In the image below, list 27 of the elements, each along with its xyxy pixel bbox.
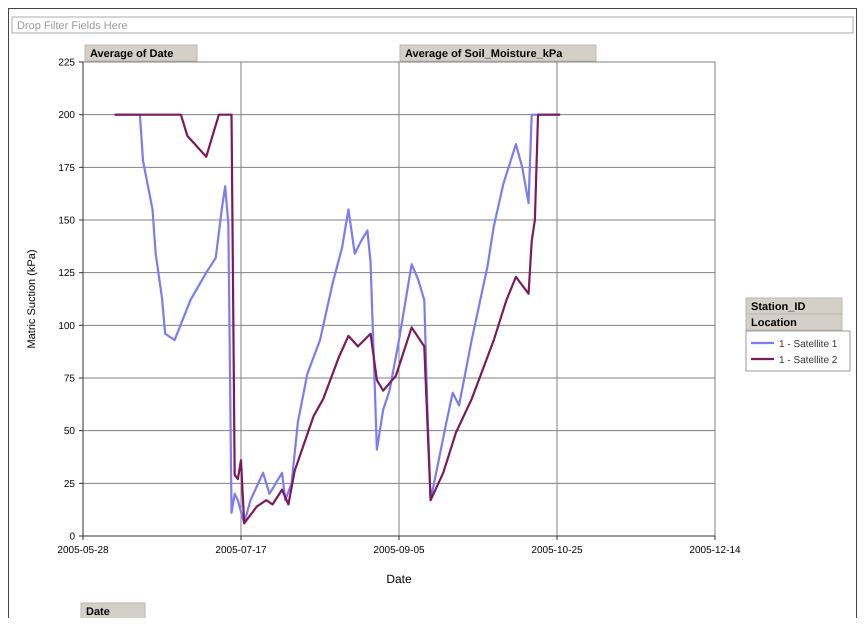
x-tick-label: 2005-05-28: [57, 545, 110, 556]
y-tick-label: 150: [58, 216, 76, 226]
legend-label: 1 - Satellite 2: [779, 355, 838, 366]
y-tick-label: 25: [64, 478, 76, 490]
y-axis-title: Matric Suction (kPa): [26, 249, 38, 349]
y-tick-label: 125: [58, 268, 76, 280]
legend-label: 1 - Satellite 1: [779, 339, 838, 350]
y-tick-label: 100: [58, 320, 76, 332]
y-tick-label: 0: [69, 532, 76, 542]
field-button: Average of Soil_Moisture_kPa: [400, 44, 596, 62]
filter-field-box: Drop Filter Fields Here: [12, 16, 854, 34]
y-tick-label: 50: [64, 426, 76, 438]
field-button: Date: [80, 602, 146, 618]
x-tick-label: 2005-07-17: [215, 545, 268, 556]
field-button: Average of Date: [84, 44, 198, 62]
line-series: [114, 114, 562, 524]
field-button: Station_ID: [746, 298, 842, 314]
legend-title: Station_ID: [751, 301, 806, 313]
y-tick-label: 200: [58, 110, 76, 122]
x-tick-label: 2005-10-25: [531, 545, 584, 556]
y-tick-label: 175: [58, 162, 76, 174]
x-axis-title: Date: [386, 572, 412, 586]
y-tick-label: 75: [64, 374, 76, 384]
y-tick-label: 225: [58, 58, 76, 68]
field-button: Location: [746, 314, 842, 330]
x-tick-label: 2005-12-14: [689, 545, 742, 556]
x-tick-label: 2005-09-05: [373, 545, 426, 556]
